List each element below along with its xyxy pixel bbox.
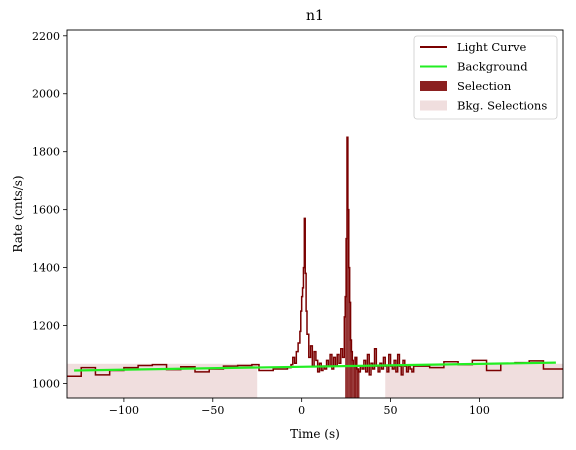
legend-label: Selection: [457, 79, 512, 93]
y-tick-label: 1000: [32, 378, 60, 391]
selection-bin: [355, 357, 357, 398]
y-tick-label: 2200: [32, 30, 60, 43]
selection-region: [345, 137, 360, 399]
x-axis-ticks: −100 −50 0 50 100: [109, 398, 490, 417]
selection-bin: [347, 209, 349, 398]
y-axis-ticks: 1000 1200 1400 1600 1800 2000 2200: [32, 30, 67, 391]
selection-bin: [350, 340, 352, 398]
background-line: [74, 361, 556, 372]
legend-swatch-patch: [420, 100, 447, 111]
y-tick-label: 1600: [32, 204, 60, 217]
legend-label: Background: [457, 60, 528, 74]
x-tick-label: 100: [469, 404, 490, 417]
selection-bin: [358, 371, 360, 398]
legend-swatch-patch: [420, 81, 447, 91]
selection-bin: [346, 238, 347, 398]
x-tick-label: −100: [109, 404, 139, 417]
y-tick-label: 2000: [32, 88, 60, 101]
selection-bin: [356, 369, 359, 398]
bkg-selection-2: [385, 363, 563, 398]
selection-bin: [347, 137, 348, 399]
legend-label: Light Curve: [457, 40, 527, 54]
selection-bin: [351, 351, 353, 398]
selection-bin: [349, 302, 351, 398]
x-tick-label: −50: [201, 404, 224, 417]
legend-label: Bkg. Selections: [457, 99, 547, 113]
x-tick-label: 0: [298, 404, 305, 417]
chart-title: n1: [306, 8, 324, 24]
x-tick-label: 50: [384, 404, 398, 417]
selection-bin: [352, 360, 354, 398]
y-tick-label: 1800: [32, 146, 60, 159]
y-axis-label: Rate (cnts/s): [11, 175, 25, 252]
x-axis-label: Time (s): [290, 427, 340, 441]
y-tick-label: 1200: [32, 320, 60, 333]
selection-bin: [353, 366, 355, 398]
selection-bin: [348, 267, 350, 398]
plot-frame: [66, 29, 564, 399]
y-tick-label: 1400: [32, 262, 60, 275]
legend-box: [413, 35, 558, 120]
legend: Light Curve Background Selection Bkg. Selec…: [413, 35, 558, 120]
selection-bin: [345, 296, 347, 398]
